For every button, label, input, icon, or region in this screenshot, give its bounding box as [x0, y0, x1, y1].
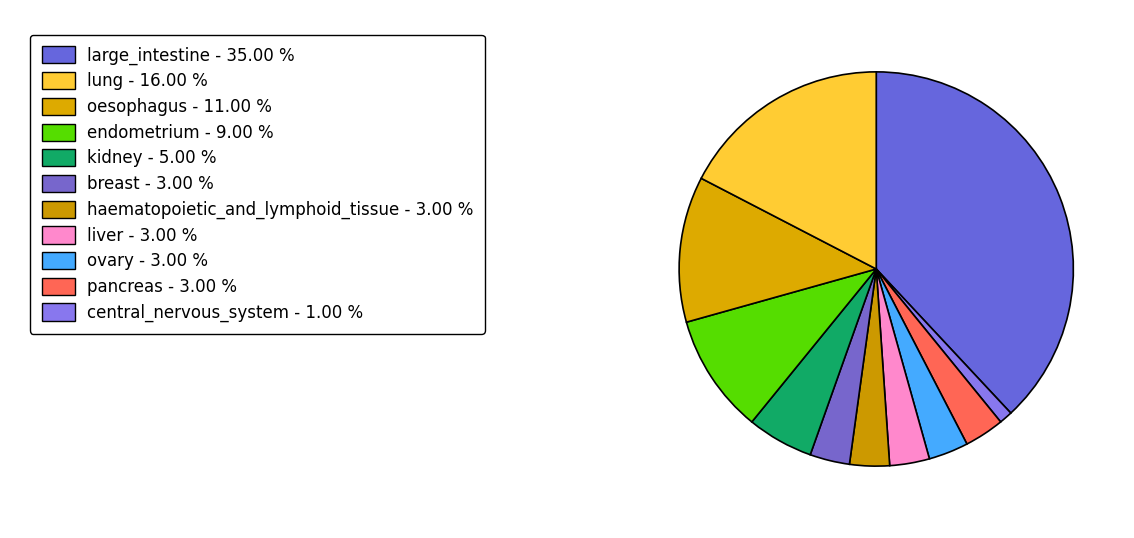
Wedge shape	[877, 269, 1000, 444]
Wedge shape	[810, 269, 877, 464]
Wedge shape	[752, 269, 877, 455]
Wedge shape	[701, 72, 877, 269]
Wedge shape	[849, 269, 890, 466]
Legend: large_intestine - 35.00 %, lung - 16.00 %, oesophagus - 11.00 %, endometrium - 9: large_intestine - 35.00 %, lung - 16.00 …	[29, 34, 484, 334]
Wedge shape	[877, 72, 1074, 413]
Wedge shape	[877, 269, 930, 466]
Wedge shape	[877, 269, 1010, 422]
Wedge shape	[679, 178, 877, 322]
Wedge shape	[686, 269, 877, 422]
Wedge shape	[877, 269, 967, 459]
